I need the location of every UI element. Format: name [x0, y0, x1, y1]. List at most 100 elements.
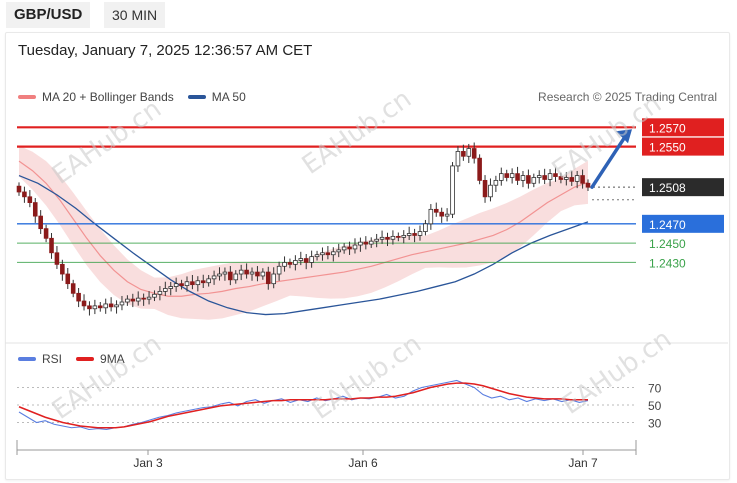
candle-bull: [455, 151, 461, 167]
attribution: Research © 2025 Trading Central: [538, 90, 717, 104]
last-price-tag: [642, 178, 724, 197]
candle-bear: [515, 173, 520, 181]
candle-bull: [423, 223, 428, 232]
candle-bear: [38, 215, 43, 230]
watermark-text: EAHub.cn: [47, 94, 167, 191]
candle-bull: [314, 254, 320, 258]
ma50-line: [18, 174, 589, 316]
candle-bull: [509, 173, 515, 178]
projection-arrow-head: [616, 129, 632, 144]
rsi-label: RSI: [42, 352, 63, 366]
candle-bull: [168, 286, 174, 289]
candle-bull: [336, 249, 342, 253]
candle-bear: [287, 262, 293, 265]
legend-item-9ma: 9MA: [76, 352, 125, 366]
candle-bull: [103, 303, 108, 309]
candle-bull: [211, 275, 217, 280]
candle-bear: [504, 173, 509, 178]
candle-bear: [27, 196, 33, 203]
candle-bull: [401, 235, 407, 238]
support-label: 1.2450: [649, 237, 686, 251]
candle-bull: [428, 208, 434, 225]
candle-bear: [76, 292, 81, 302]
candle-bull: [444, 213, 450, 217]
candle-bull: [271, 273, 276, 285]
interval-tab[interactable]: 30 MIN: [104, 2, 166, 28]
candle-bear: [482, 179, 488, 198]
candle-bear: [542, 175, 547, 180]
candle-bear: [325, 252, 331, 256]
candle-bull: [309, 256, 314, 263]
candle-bull: [320, 252, 325, 256]
candle-bear: [303, 258, 309, 263]
resistance-label: 1.2550: [649, 141, 686, 155]
main-legend: MA 20 + Bollinger Bands MA 50: [18, 90, 260, 104]
candle-bull: [368, 240, 374, 245]
rsi-ma-line: [18, 382, 588, 429]
watermark-text: EAHub.cn: [47, 329, 167, 426]
candle-bull: [536, 175, 542, 178]
candle-bull: [260, 271, 266, 277]
bollinger-swatch: [18, 95, 36, 99]
candle-bull: [390, 235, 396, 240]
candle-bull: [238, 269, 244, 275]
legend-item-rsi: RSI: [18, 352, 62, 366]
ma50-swatch: [187, 95, 206, 99]
x-tick-label: Jan 6: [348, 456, 378, 470]
resistance-tag: [642, 118, 724, 137]
candle-bear: [580, 175, 585, 184]
candle-bull: [163, 288, 168, 292]
symbol-tab[interactable]: GBP/USD: [6, 2, 91, 28]
candle-bull: [466, 148, 472, 157]
candle-bull: [488, 184, 493, 198]
projection-arrow-line: [590, 133, 628, 189]
candle-bear: [81, 300, 87, 307]
ma50-label: MA 50: [211, 90, 246, 104]
candle-bear: [108, 303, 114, 308]
candle-bear: [87, 305, 92, 310]
candle-bear: [43, 228, 49, 239]
candle-bear: [347, 246, 352, 250]
watermark-text: EAHub.cn: [307, 329, 427, 426]
9ma-swatch: [76, 357, 95, 361]
rsi-tick-label: 70: [648, 382, 662, 396]
candle-bear: [585, 182, 591, 188]
candle-bull: [206, 278, 211, 284]
candle-bear: [396, 235, 401, 238]
candle-bear: [569, 177, 575, 182]
candle-bear: [179, 283, 184, 286]
candle-bear: [558, 176, 564, 180]
candle-bull: [119, 301, 125, 306]
candle-bull: [195, 280, 201, 286]
watermark-text: EAHub.cn: [297, 84, 417, 181]
candle-bull: [217, 273, 222, 277]
candle-bull: [493, 179, 499, 186]
candle-bull: [450, 165, 455, 215]
candle-bull: [352, 244, 358, 250]
candle-bear: [141, 297, 146, 300]
resistance-label: 1.2570: [649, 121, 686, 135]
bollinger-label: MA 20 + Bollinger Bands: [42, 90, 174, 104]
candle-bear: [32, 202, 38, 217]
candle-bear: [70, 283, 76, 294]
pivot-label: 1.2470: [649, 218, 686, 232]
candle-bull: [152, 293, 157, 298]
rsi-swatch: [18, 357, 36, 361]
candle-bull: [293, 260, 298, 265]
candle-bear: [16, 185, 22, 193]
candle-bull: [358, 241, 363, 246]
candle-bull: [331, 251, 336, 256]
watermark-text: EAHub.cn: [547, 89, 667, 186]
candle-bear: [385, 236, 390, 240]
candle-bull: [520, 175, 526, 181]
candle-bull: [276, 265, 282, 275]
candle-bear: [190, 281, 195, 286]
candle-bear: [255, 271, 260, 277]
candle-bear: [244, 269, 249, 275]
candle-bear: [49, 237, 54, 254]
candle-bull: [222, 271, 228, 275]
candle-bear: [477, 157, 482, 181]
candle-bull: [547, 173, 553, 180]
candle-bull: [92, 305, 98, 310]
candle-bull: [298, 258, 304, 261]
